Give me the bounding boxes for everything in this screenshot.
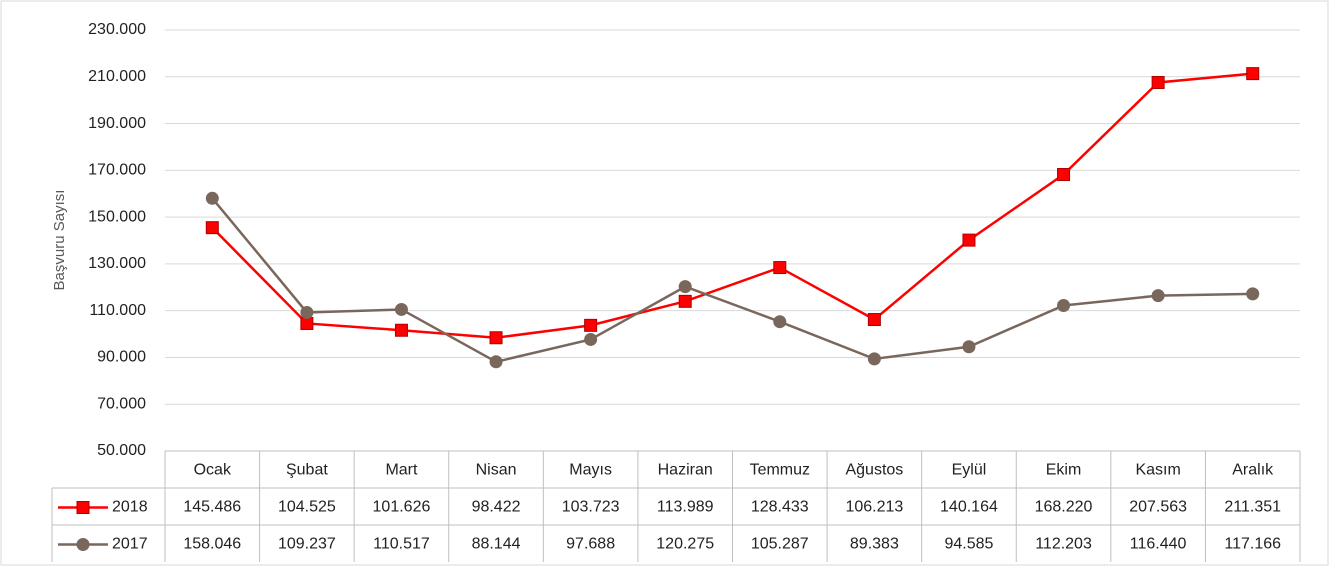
table-value: 94.585 [944,536,993,553]
table-value: 207.563 [1129,499,1187,516]
table-value: 110.517 [373,536,430,553]
marker [300,316,314,330]
marker [1057,167,1071,181]
y-tick-label: 170.000 [88,162,146,179]
x-tick-label: Ağustos [845,462,903,479]
y-tick-label: 50.000 [97,442,146,459]
legend-label: 2017 [112,536,148,553]
marker [773,261,787,275]
marker [773,315,787,329]
table-value: 105.287 [751,536,809,553]
marker [300,305,314,319]
table-value: 128.433 [751,499,809,516]
marker [489,331,503,345]
x-tick-label: Temmuz [750,462,810,479]
marker [1151,289,1165,303]
x-tick-label: Nisan [476,462,517,479]
x-tick-label: Mart [385,462,418,479]
marker [584,318,598,332]
marker [867,352,881,366]
marker [76,501,90,514]
y-axis-title: Başvuru Sayısı [51,190,68,291]
y-tick-label: 190.000 [88,115,146,132]
series-line [211,197,1253,364]
series-line [211,72,1253,340]
y-tick-label: 110.000 [89,302,146,319]
table-value: 106.213 [845,499,903,516]
table-value: 116.440 [1130,536,1187,553]
x-tick-label: Haziran [658,462,713,479]
x-tick-label: Eylül [952,462,987,479]
x-tick-label: Mayıs [569,462,612,479]
marker [867,313,881,327]
marker [1246,287,1260,301]
table-value: 89.383 [850,536,899,553]
marker [678,280,692,294]
y-tick-label: 150.000 [88,208,146,225]
table-value: 103.723 [562,499,620,516]
table-value: 158.046 [183,536,241,553]
marker [962,233,976,247]
table-value: 101.626 [373,499,431,516]
table-value: 113.989 [657,499,714,516]
x-tick-label: Ocak [194,462,232,479]
marker [76,538,90,551]
y-tick-label: 210.000 [88,68,146,85]
table-value: 117.166 [1224,536,1281,553]
y-tick-label: 130.000 [88,255,146,272]
table-value: 109.237 [278,536,336,553]
marker [394,323,408,337]
y-tick-label: 70.000 [97,395,146,412]
table-value: 98.422 [472,499,521,516]
table-value: 112.203 [1035,536,1092,553]
marker [489,355,503,369]
table-value: 211.351 [1224,499,1281,516]
marker [1057,299,1071,313]
marker [205,221,219,235]
table-value: 120.275 [656,536,714,553]
table-value: 104.525 [278,499,336,516]
legend-label: 2018 [112,499,148,516]
x-tick-label: Şubat [286,462,328,479]
y-tick-label: 90.000 [97,349,146,366]
marker [205,191,219,205]
marker [584,332,598,346]
table-value: 97.688 [566,536,615,553]
marker [1246,67,1260,81]
table-value: 168.220 [1035,499,1093,516]
table-value: 88.144 [472,536,521,553]
y-tick-label: 230.000 [88,21,146,38]
x-tick-label: Kasım [1135,462,1180,479]
marker [678,294,692,308]
table-value: 140.164 [940,499,998,516]
table-value: 145.486 [183,499,241,516]
marker [394,302,408,316]
x-tick-label: Ekim [1046,462,1082,479]
marker [1151,75,1165,89]
marker [962,340,976,354]
x-tick-label: Aralık [1232,462,1274,479]
